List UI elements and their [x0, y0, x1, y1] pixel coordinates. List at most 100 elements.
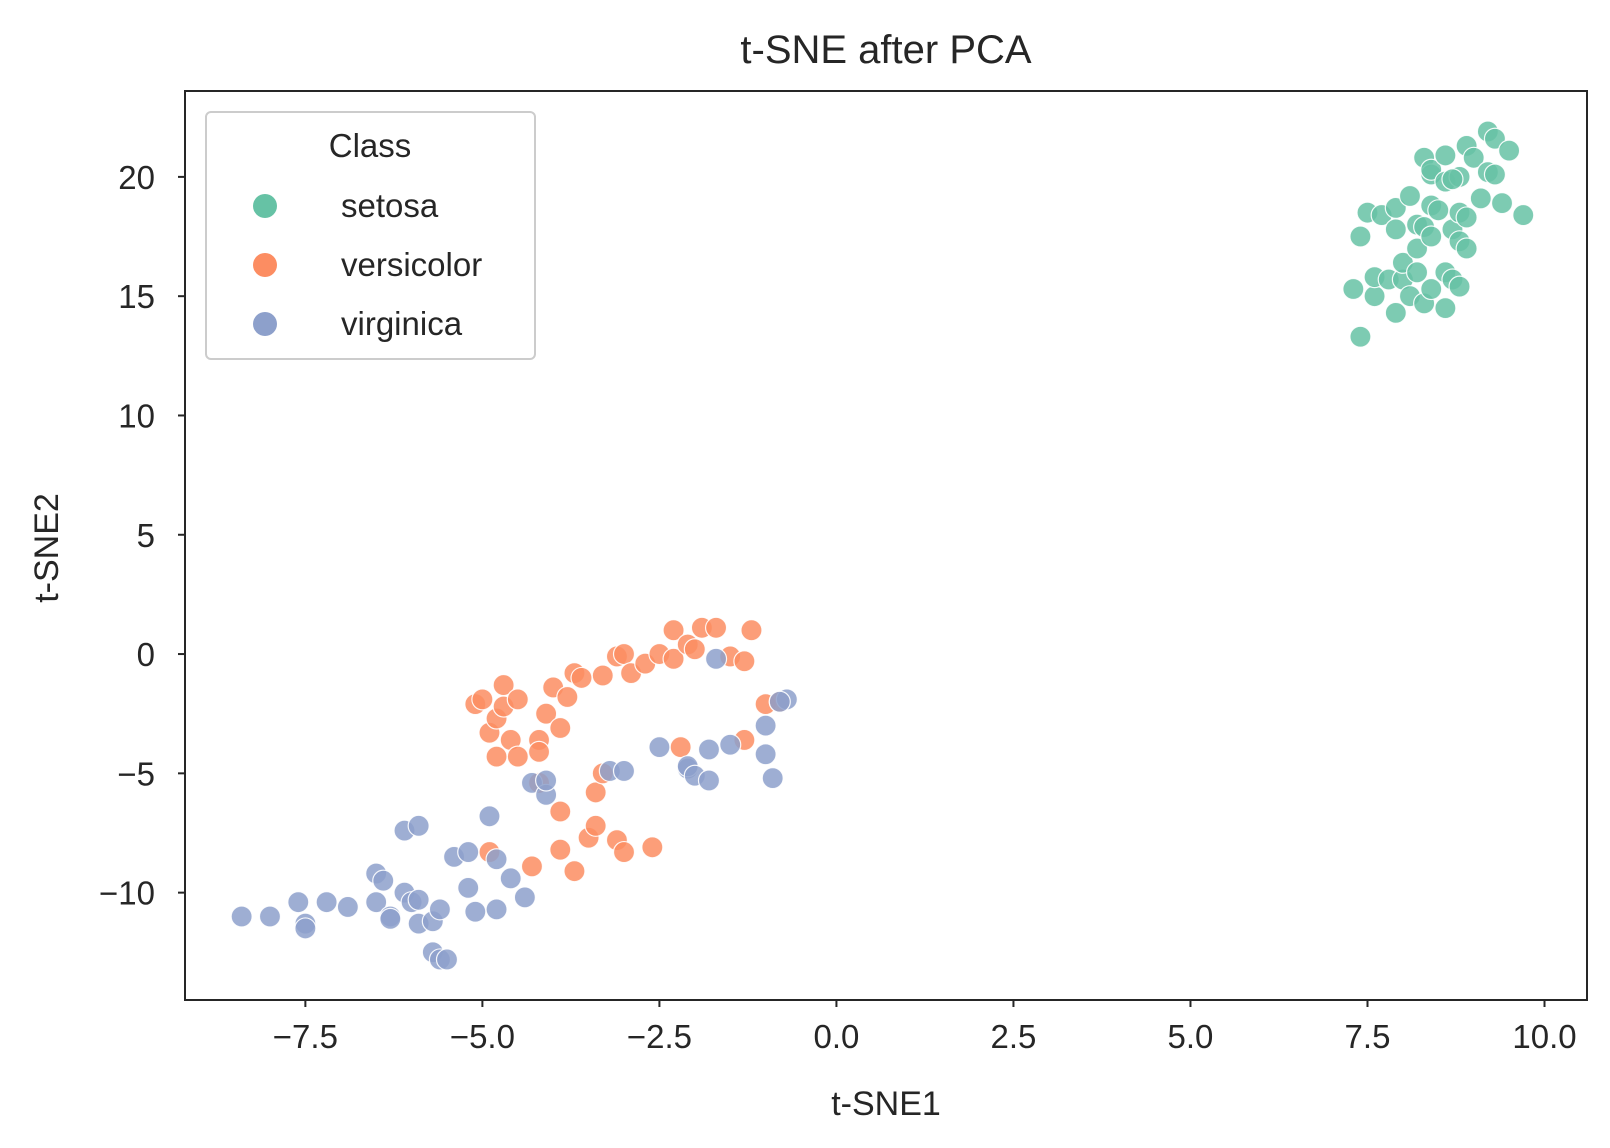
- data-point-virginica: [478, 805, 501, 828]
- data-point-virginica: [612, 759, 636, 783]
- data-point-setosa: [1434, 297, 1457, 320]
- data-point-versicolor: [584, 781, 607, 804]
- plot-frame: [184, 90, 1588, 1001]
- legend-label-setosa: setosa: [341, 187, 439, 224]
- data-point-versicolor: [535, 702, 558, 725]
- legend-label-versicolor: versicolor: [341, 246, 482, 283]
- data-point-setosa: [1427, 199, 1450, 222]
- data-point-setosa: [1420, 277, 1443, 301]
- data-point-versicolor: [520, 855, 544, 878]
- legend-box: [205, 111, 536, 360]
- data-point-virginica: [407, 814, 430, 837]
- data-point-setosa: [1483, 163, 1507, 186]
- y-tick-label: 20: [118, 159, 155, 196]
- data-point-versicolor: [704, 616, 728, 639]
- data-point-virginica: [457, 876, 480, 899]
- y-tick-label: 15: [118, 278, 155, 315]
- data-point-virginica: [407, 888, 430, 911]
- data-point-versicolor: [662, 619, 685, 642]
- data-point-versicolor: [641, 836, 664, 859]
- data-point-virginica: [365, 891, 388, 914]
- data-point-virginica: [428, 898, 452, 921]
- legend-marker-versicolor: [253, 253, 277, 277]
- x-tick-label: 2.5: [991, 1018, 1037, 1055]
- data-point-virginica: [761, 767, 784, 790]
- data-point-virginica: [499, 867, 522, 890]
- data-point-versicolor: [570, 666, 593, 690]
- data-point-versicolor: [492, 673, 515, 697]
- data-point-virginica: [648, 736, 671, 759]
- data-point-setosa: [1363, 285, 1386, 308]
- data-point-setosa: [1455, 237, 1478, 260]
- data-point-virginica: [768, 690, 791, 713]
- data-point-virginica: [719, 733, 742, 756]
- data-point-versicolor: [563, 860, 586, 883]
- data-point-setosa: [1384, 218, 1407, 241]
- data-point-setosa: [1455, 206, 1478, 229]
- data-point-virginica: [535, 769, 558, 792]
- y-tick-label: −5: [117, 755, 155, 792]
- data-point-virginica: [697, 738, 721, 761]
- y-tick-label: 5: [137, 517, 155, 554]
- x-tick-label: −2.5: [627, 1018, 692, 1055]
- data-point-virginica: [754, 743, 777, 766]
- data-point-versicolor: [556, 685, 579, 709]
- data-point-setosa: [1420, 158, 1443, 181]
- data-point-setosa: [1441, 168, 1464, 191]
- legend-entries: setosa versicolor virginica: [253, 187, 482, 342]
- data-point-virginica: [315, 891, 338, 914]
- data-point-virginica: [287, 891, 310, 914]
- data-point-setosa: [1490, 192, 1514, 215]
- data-point-versicolor: [612, 840, 636, 864]
- data-point-virginica: [513, 886, 536, 909]
- data-point-setosa: [1405, 237, 1429, 260]
- series-versicolor: [464, 616, 791, 883]
- legend-marker-setosa: [253, 194, 277, 218]
- data-point-setosa: [1498, 139, 1521, 162]
- y-tick-label: −10: [99, 875, 155, 912]
- data-point-versicolor: [662, 647, 685, 670]
- data-point-setosa: [1512, 203, 1535, 227]
- data-point-setosa: [1349, 225, 1372, 248]
- data-point-setosa: [1448, 275, 1471, 298]
- y-tick-label: 0: [137, 636, 155, 673]
- data-point-versicolor: [506, 745, 529, 768]
- y-tick-label: 10: [118, 397, 155, 434]
- data-point-virginica: [485, 848, 508, 871]
- chart-title: t-SNE after PCA: [740, 28, 1032, 72]
- data-point-setosa: [1434, 144, 1457, 167]
- x-tick-label: 7.5: [1345, 1018, 1391, 1055]
- x-tick-label: 5.0: [1168, 1018, 1214, 1055]
- y-axis-ticks: −10 −5 0 5 10 15 20: [99, 159, 185, 912]
- data-point-versicolor: [740, 619, 763, 642]
- data-point-virginica: [464, 900, 487, 923]
- data-point-setosa: [1384, 301, 1407, 324]
- legend-marker-virginica: [253, 312, 277, 336]
- data-point-versicolor: [612, 642, 636, 666]
- x-tick-label: 10.0: [1512, 1018, 1576, 1055]
- data-point-virginica: [754, 714, 777, 737]
- data-point-versicolor: [549, 716, 572, 740]
- data-point-virginica: [379, 907, 402, 930]
- data-point-versicolor: [733, 650, 756, 673]
- data-point-virginica: [435, 948, 459, 971]
- data-point-virginica: [258, 905, 282, 928]
- series-setosa: [1342, 120, 1535, 348]
- y-axis-label: t-SNE2: [28, 493, 66, 603]
- data-point-virginica: [485, 898, 508, 921]
- data-point-versicolor: [591, 664, 614, 687]
- data-point-virginica: [372, 869, 395, 892]
- data-point-versicolor: [471, 688, 494, 711]
- legend-label-virginica: virginica: [341, 305, 463, 342]
- data-point-versicolor: [669, 736, 692, 759]
- data-point-virginica: [230, 905, 253, 928]
- data-point-virginica: [704, 647, 728, 670]
- data-point-virginica: [457, 840, 480, 864]
- x-axis-ticks: −7.5 −5.0 −2.5 0.0 2.5 5.0 7.5 10.0: [273, 1000, 1577, 1055]
- legend: Class setosa versicolor virginica: [205, 111, 536, 360]
- data-point-versicolor: [549, 800, 572, 823]
- data-point-setosa: [1342, 277, 1365, 301]
- scatter-points: [230, 120, 1535, 971]
- data-point-virginica: [336, 895, 359, 919]
